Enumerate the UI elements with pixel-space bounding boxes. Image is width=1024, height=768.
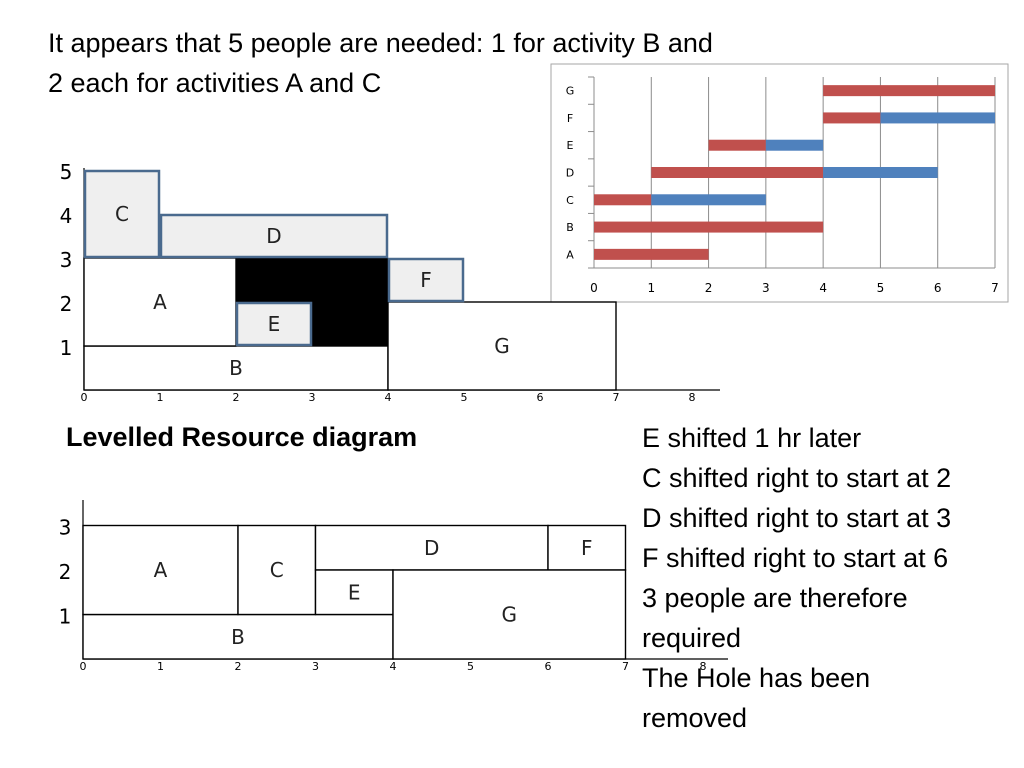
levelled-activity-label: C <box>270 558 284 582</box>
initial-y-tick-label: 1 <box>60 336 73 360</box>
initial-y-tick-label: 5 <box>60 160 73 184</box>
gantt-task-label: C <box>566 194 574 207</box>
note-line: 3 people are therefore <box>642 583 908 613</box>
gantt-x-tick-label: 0 <box>590 281 598 295</box>
initial-activity-e <box>235 301 313 347</box>
levelled-x-tick-label: 7 <box>622 660 629 673</box>
shift-notes: E shifted 1 hr later C shifted right to … <box>642 418 951 738</box>
gantt-bar-d <box>823 167 938 178</box>
initial-activity-g <box>387 301 617 391</box>
gantt-x-tick-label: 1 <box>647 281 655 295</box>
initial-x-tick-label: 3 <box>309 391 316 404</box>
levelled-x-tick-label: 5 <box>467 660 474 673</box>
gantt-bar-e <box>765 139 824 151</box>
initial-x-tick-label: 0 <box>81 391 88 404</box>
levelled-activity-label: B <box>231 625 245 649</box>
levelled-activity-e <box>314 569 394 616</box>
gantt-x-tick-label: 6 <box>934 281 942 295</box>
levelled-x-tick-label: 3 <box>312 660 319 673</box>
levelled-activity-label: F <box>581 536 593 560</box>
initial-x-tick-label: 6 <box>537 391 544 404</box>
note-line: required <box>642 623 742 653</box>
levelled-x-tick-label: 0 <box>80 660 87 673</box>
gantt-task-label: F <box>567 112 573 125</box>
initial-x-tick-label: 5 <box>461 391 468 404</box>
levelled-x-tick-label: 2 <box>235 660 242 673</box>
levelled-y-tick-label: 3 <box>59 516 72 540</box>
note-line: D shifted right to start at 3 <box>642 503 952 533</box>
levelled-activity-label: A <box>154 558 168 582</box>
note-line: removed <box>642 703 748 733</box>
gantt-x-tick-label: 2 <box>705 281 713 295</box>
gantt-x-tick-label: 5 <box>877 281 885 295</box>
intro-text: It appears that 5 people are needed: 1 f… <box>48 23 713 103</box>
gantt-bar-a <box>594 248 709 260</box>
initial-x-tick-label: 7 <box>613 391 620 404</box>
initial-resource-hole <box>312 302 388 346</box>
levelled-activity-label: D <box>424 536 439 560</box>
initial-activity-b <box>83 345 389 391</box>
initial-y-tick-label: 4 <box>60 204 73 228</box>
levelled-activity-c <box>237 524 317 616</box>
gantt-task-label: G <box>566 85 575 98</box>
initial-activity-label: G <box>494 334 510 358</box>
initial-activity-label: D <box>266 224 281 248</box>
levelled-activity-label: G <box>502 603 518 627</box>
levelled-activity-label: E <box>348 580 361 604</box>
initial-x-tick-label: 8 <box>689 391 696 404</box>
levelled-diagram-title: Levelled Resource diagram <box>66 422 418 452</box>
gantt-bar-b <box>594 221 824 233</box>
initial-resource-hole <box>236 258 388 302</box>
gantt-task-label: A <box>566 248 574 261</box>
initial-activity-label: A <box>153 290 167 314</box>
gantt-bar-c <box>594 194 652 206</box>
gantt-bar-e <box>708 139 766 151</box>
levelled-activity-g <box>392 569 627 660</box>
levelled-y-tick-label: 1 <box>59 605 72 629</box>
gantt-bar-d <box>651 167 824 178</box>
note-line: The Hole has been <box>642 663 871 693</box>
gantt-x-tick-label: 3 <box>762 281 770 295</box>
note-line: E shifted 1 hr later <box>642 423 862 453</box>
gantt-frame <box>550 63 1009 303</box>
initial-activity-d <box>159 213 389 259</box>
initial-y-tick-label: 2 <box>60 292 73 316</box>
gantt-x-tick-label: 7 <box>991 281 999 295</box>
levelled-x-tick-label: 6 <box>545 660 552 673</box>
note-line: C shifted right to start at 2 <box>642 463 952 493</box>
initial-x-tick-label: 4 <box>385 391 392 404</box>
gantt-bar-g <box>823 85 995 97</box>
initial-activity-a <box>83 257 237 347</box>
initial-activity-label: B <box>229 356 243 380</box>
gantt-bar-f <box>880 112 995 124</box>
initial-activity-c <box>83 169 161 259</box>
gantt-bar-f <box>823 112 881 124</box>
levelled-activity-a <box>82 524 239 616</box>
initial-y-tick-label: 3 <box>60 248 73 272</box>
levelled-x-tick-label: 4 <box>390 660 397 673</box>
gantt-x-tick-label: 4 <box>819 281 827 295</box>
initial-activity-f <box>387 257 465 303</box>
intro-line: It appears that 5 people are needed: 1 f… <box>48 28 713 58</box>
levelled-y-tick-label: 2 <box>59 560 72 584</box>
levelled-activity-d <box>314 524 549 571</box>
levelled-activity-f <box>547 524 627 571</box>
levelled-x-tick-label: 1 <box>157 660 164 673</box>
note-line: F shifted right to start at 6 <box>642 543 949 573</box>
levelled-x-tick-label: 8 <box>700 660 707 673</box>
gantt-task-label: E <box>567 139 574 152</box>
gantt-task-label: D <box>566 167 574 180</box>
initial-activity-label: E <box>268 312 281 336</box>
gantt-task-label: B <box>566 221 574 234</box>
gantt-bar-c <box>651 194 766 206</box>
initial-x-tick-label: 1 <box>157 391 164 404</box>
initial-activity-label: C <box>115 202 129 226</box>
intro-line: 2 each for activities A and C <box>48 68 382 98</box>
initial-x-tick-label: 2 <box>233 391 240 404</box>
initial-activity-label: F <box>420 268 432 292</box>
